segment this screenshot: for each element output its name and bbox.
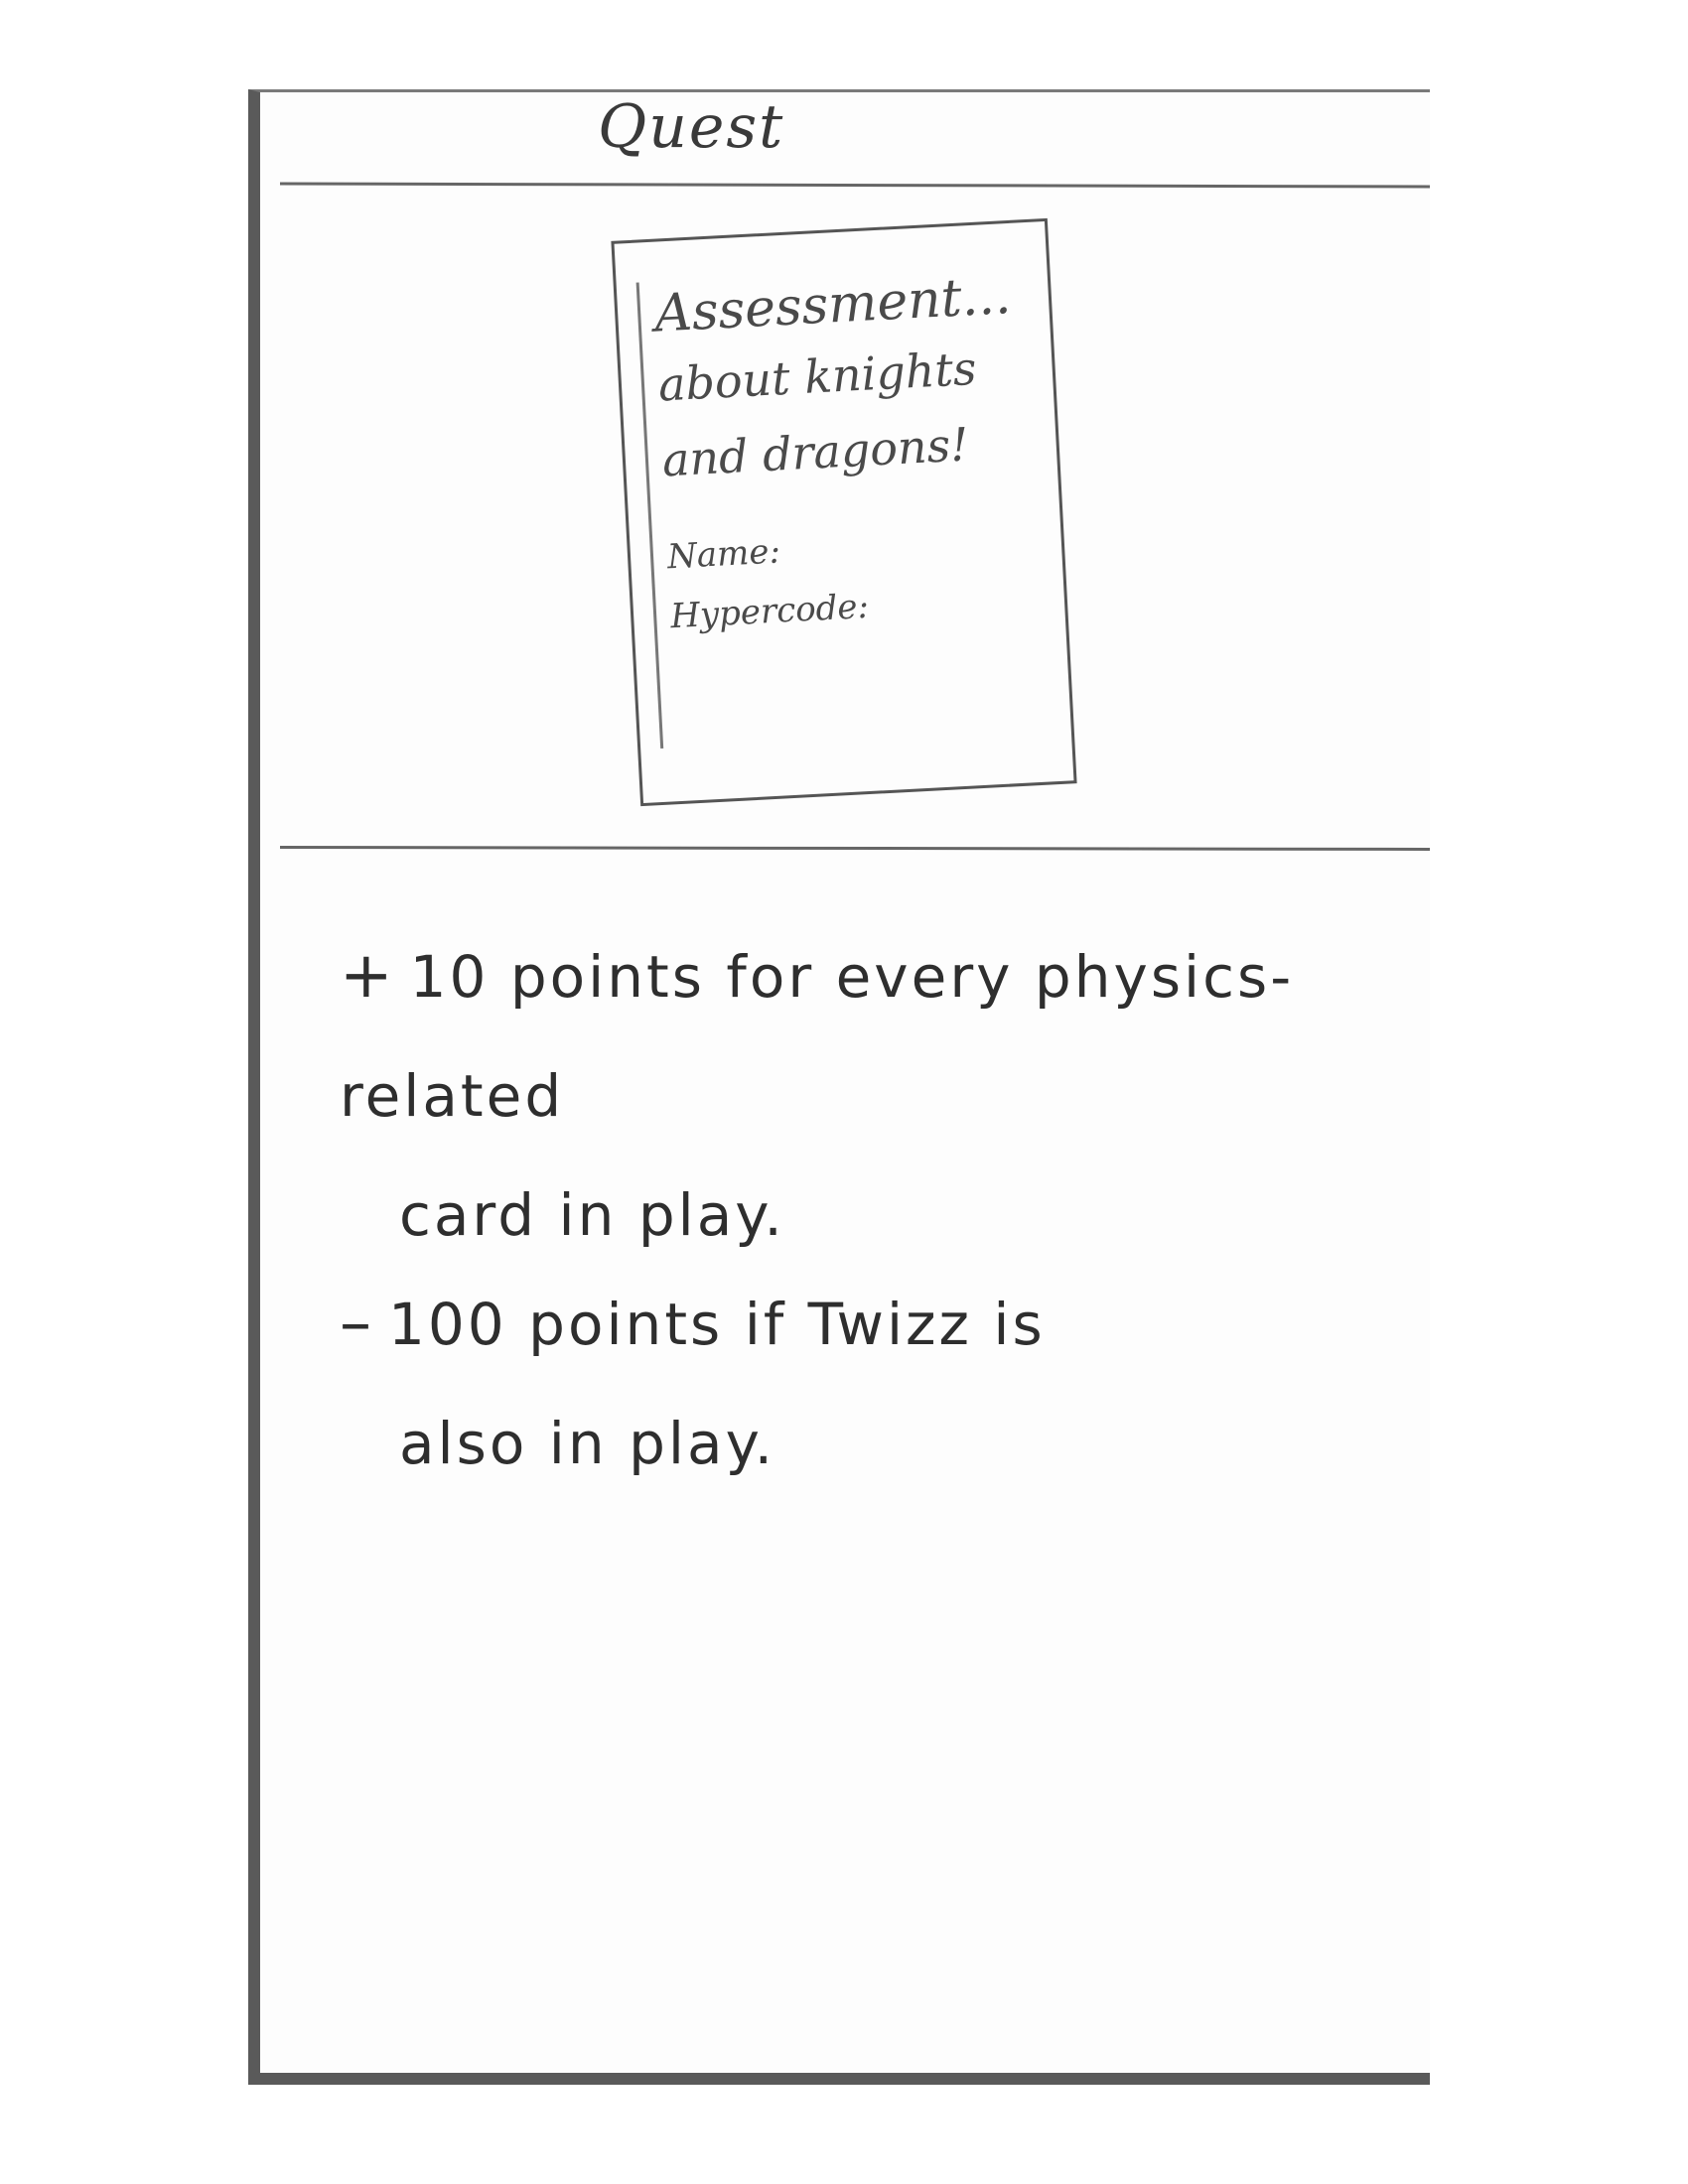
rule-penalty: –100 points if Twizz is also in play.	[340, 1264, 1392, 1503]
card-art-frame: Assessment... about knights and dragons!…	[611, 217, 1077, 807]
title-divider	[279, 182, 1431, 189]
card-title: Quest	[598, 92, 785, 162]
rule-text: 10 points for every physics-related	[340, 943, 1295, 1130]
art-fields: Name: Hypercode:	[666, 508, 1048, 647]
card-art-document: Assessment... about knights and dragons!…	[635, 261, 1053, 749]
minus-symbol: –	[340, 1287, 374, 1360]
art-divider	[279, 845, 1431, 852]
rule-text: card in play.	[399, 1181, 785, 1249]
plus-symbol: +	[340, 939, 396, 1013]
rule-bonus: +10 points for every physics-related car…	[340, 916, 1392, 1275]
quest-card: Quest Assessment... about knights and dr…	[248, 89, 1431, 2085]
rule-text: 100 points if Twizz is	[388, 1291, 1046, 1358]
rule-text: also in play.	[399, 1410, 776, 1477]
